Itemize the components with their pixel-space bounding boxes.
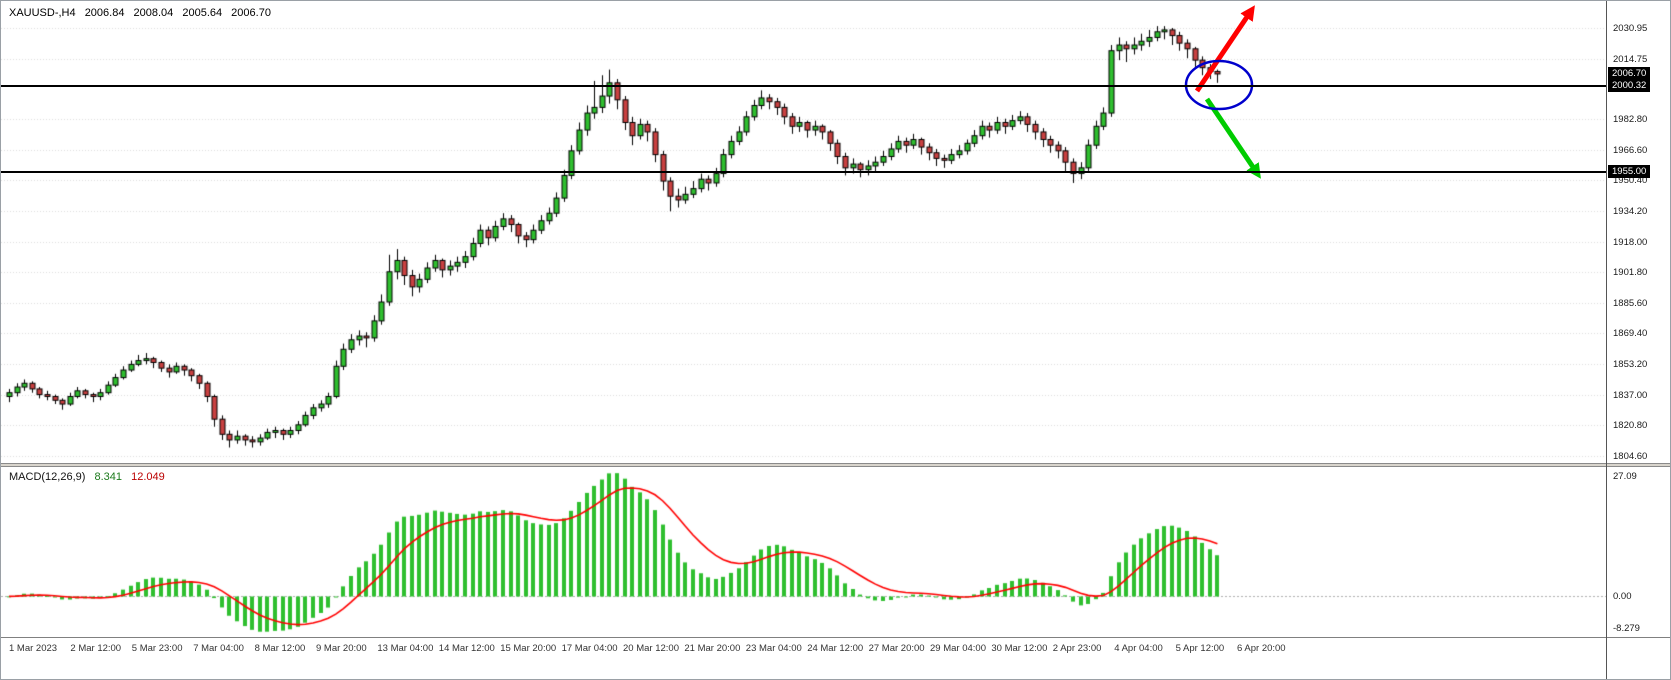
symbol-ohlc-label: XAUUSD-,H4 2006.84 2008.04 2005.64 2006.… — [9, 7, 277, 19]
symbol-period-label: XAUUSD-,H4 — [9, 7, 76, 19]
price-tick-label: 1966.60 — [1613, 144, 1648, 156]
time-axis-label: 29 Mar 04:00 — [930, 643, 986, 654]
macd-scale-top: 27.09 — [1613, 471, 1637, 482]
time-axis-label: 14 Mar 12:00 — [438, 643, 495, 654]
macd-indicator-label: MACD(12,26,9) 8.341 12.049 — [9, 471, 171, 483]
macd-name: MACD(12,26,9) — [9, 471, 86, 483]
ohlc-high: 2008.04 — [133, 7, 174, 19]
time-axis-label: 30 Mar 12:00 — [991, 643, 1048, 654]
time-axis-label: 5 Apr 12:00 — [1175, 643, 1225, 654]
price-tick-label: 1820.80 — [1613, 420, 1648, 432]
ohlc-low: 2005.64 — [182, 7, 223, 19]
time-axis-label: 20 Mar 12:00 — [623, 643, 679, 654]
macd-zero-label: 0.00 — [1613, 590, 1632, 602]
time-axis-label: 5 Mar 23:00 — [131, 643, 183, 654]
ohlc-open: 2006.84 — [84, 7, 125, 19]
price-tick-label: 2030.95 — [1613, 23, 1648, 35]
time-axis-label: 24 Mar 12:00 — [807, 643, 864, 654]
macd-signal-value: 12.049 — [131, 471, 165, 483]
price-tick-label: 1869.40 — [1613, 328, 1648, 340]
axis-time-separator — [1607, 637, 1670, 638]
price-tick-label: 2014.75 — [1613, 53, 1648, 65]
price-tick-label: 1950.40 — [1613, 175, 1648, 187]
macd-scale-bottom: -8.279 — [1613, 623, 1640, 634]
axis-splitter — [1607, 463, 1670, 467]
ohlc-close: 2006.70 — [231, 7, 271, 19]
time-axis-label: 13 Mar 04:00 — [377, 643, 434, 654]
price-tick-label: 1885.60 — [1613, 297, 1648, 309]
time-axis-label: 2 Mar 12:00 — [70, 643, 122, 654]
time-axis-label: 9 Mar 20:00 — [316, 643, 367, 654]
main-chart-canvas[interactable] — [1, 1, 1606, 463]
time-axis[interactable]: 1 Mar 2023 2 Mar 12:00 5 Mar 23:00 7 Mar 04… — [1, 637, 1606, 679]
macd-main-value: 8.341 — [94, 471, 123, 483]
price-tick-label: 1934.20 — [1613, 205, 1648, 217]
price-tick-label: 1982.80 — [1613, 114, 1648, 126]
price-tick-label: 1804.60 — [1613, 450, 1648, 462]
price-tick-label: 1901.80 — [1613, 267, 1648, 279]
time-axis-label: 21 Mar 20:00 — [684, 643, 741, 654]
macd-chart-canvas[interactable] — [1, 467, 1606, 637]
support-line[interactable] — [1, 171, 1606, 173]
panel-splitter[interactable] — [1, 463, 1606, 467]
time-axis-label: 15 Mar 20:00 — [500, 643, 557, 654]
price-tag: 2006.70 — [1608, 66, 1651, 80]
price-tick-label: 1837.00 — [1613, 389, 1648, 401]
time-axis-label: 6 Apr 20:00 — [1237, 643, 1286, 654]
time-axis-label: 7 Mar 04:00 — [193, 643, 244, 654]
time-axis-label: 17 Mar 04:00 — [561, 643, 618, 654]
resistance-line[interactable] — [1, 85, 1606, 87]
time-axis-label: 2 Apr 23:00 — [1052, 643, 1102, 654]
time-axis-label: 4 Apr 04:00 — [1114, 643, 1163, 654]
time-axis-label: 23 Mar 04:00 — [745, 643, 802, 654]
price-tag: 1955.00 — [1608, 164, 1651, 178]
price-axis[interactable]: 27.09 0.00 -8.279 2030.95 2014.75 1982.80 1… — [1606, 1, 1670, 679]
price-tick-label: 1853.20 — [1613, 358, 1648, 370]
price-chart-panel[interactable]: XAUUSD-,H4 2006.84 2008.04 2005.64 2006.… — [1, 1, 1606, 463]
time-axis-label: 27 Mar 20:00 — [868, 643, 925, 654]
macd-panel[interactable]: MACD(12,26,9) 8.341 12.049 — [1, 467, 1606, 637]
price-tick-label: 1918.00 — [1613, 236, 1648, 248]
time-axis-label: 8 Mar 12:00 — [254, 643, 306, 654]
price-tag: 2000.32 — [1608, 78, 1651, 92]
time-axis-label: 1 Mar 2023 — [9, 643, 58, 654]
